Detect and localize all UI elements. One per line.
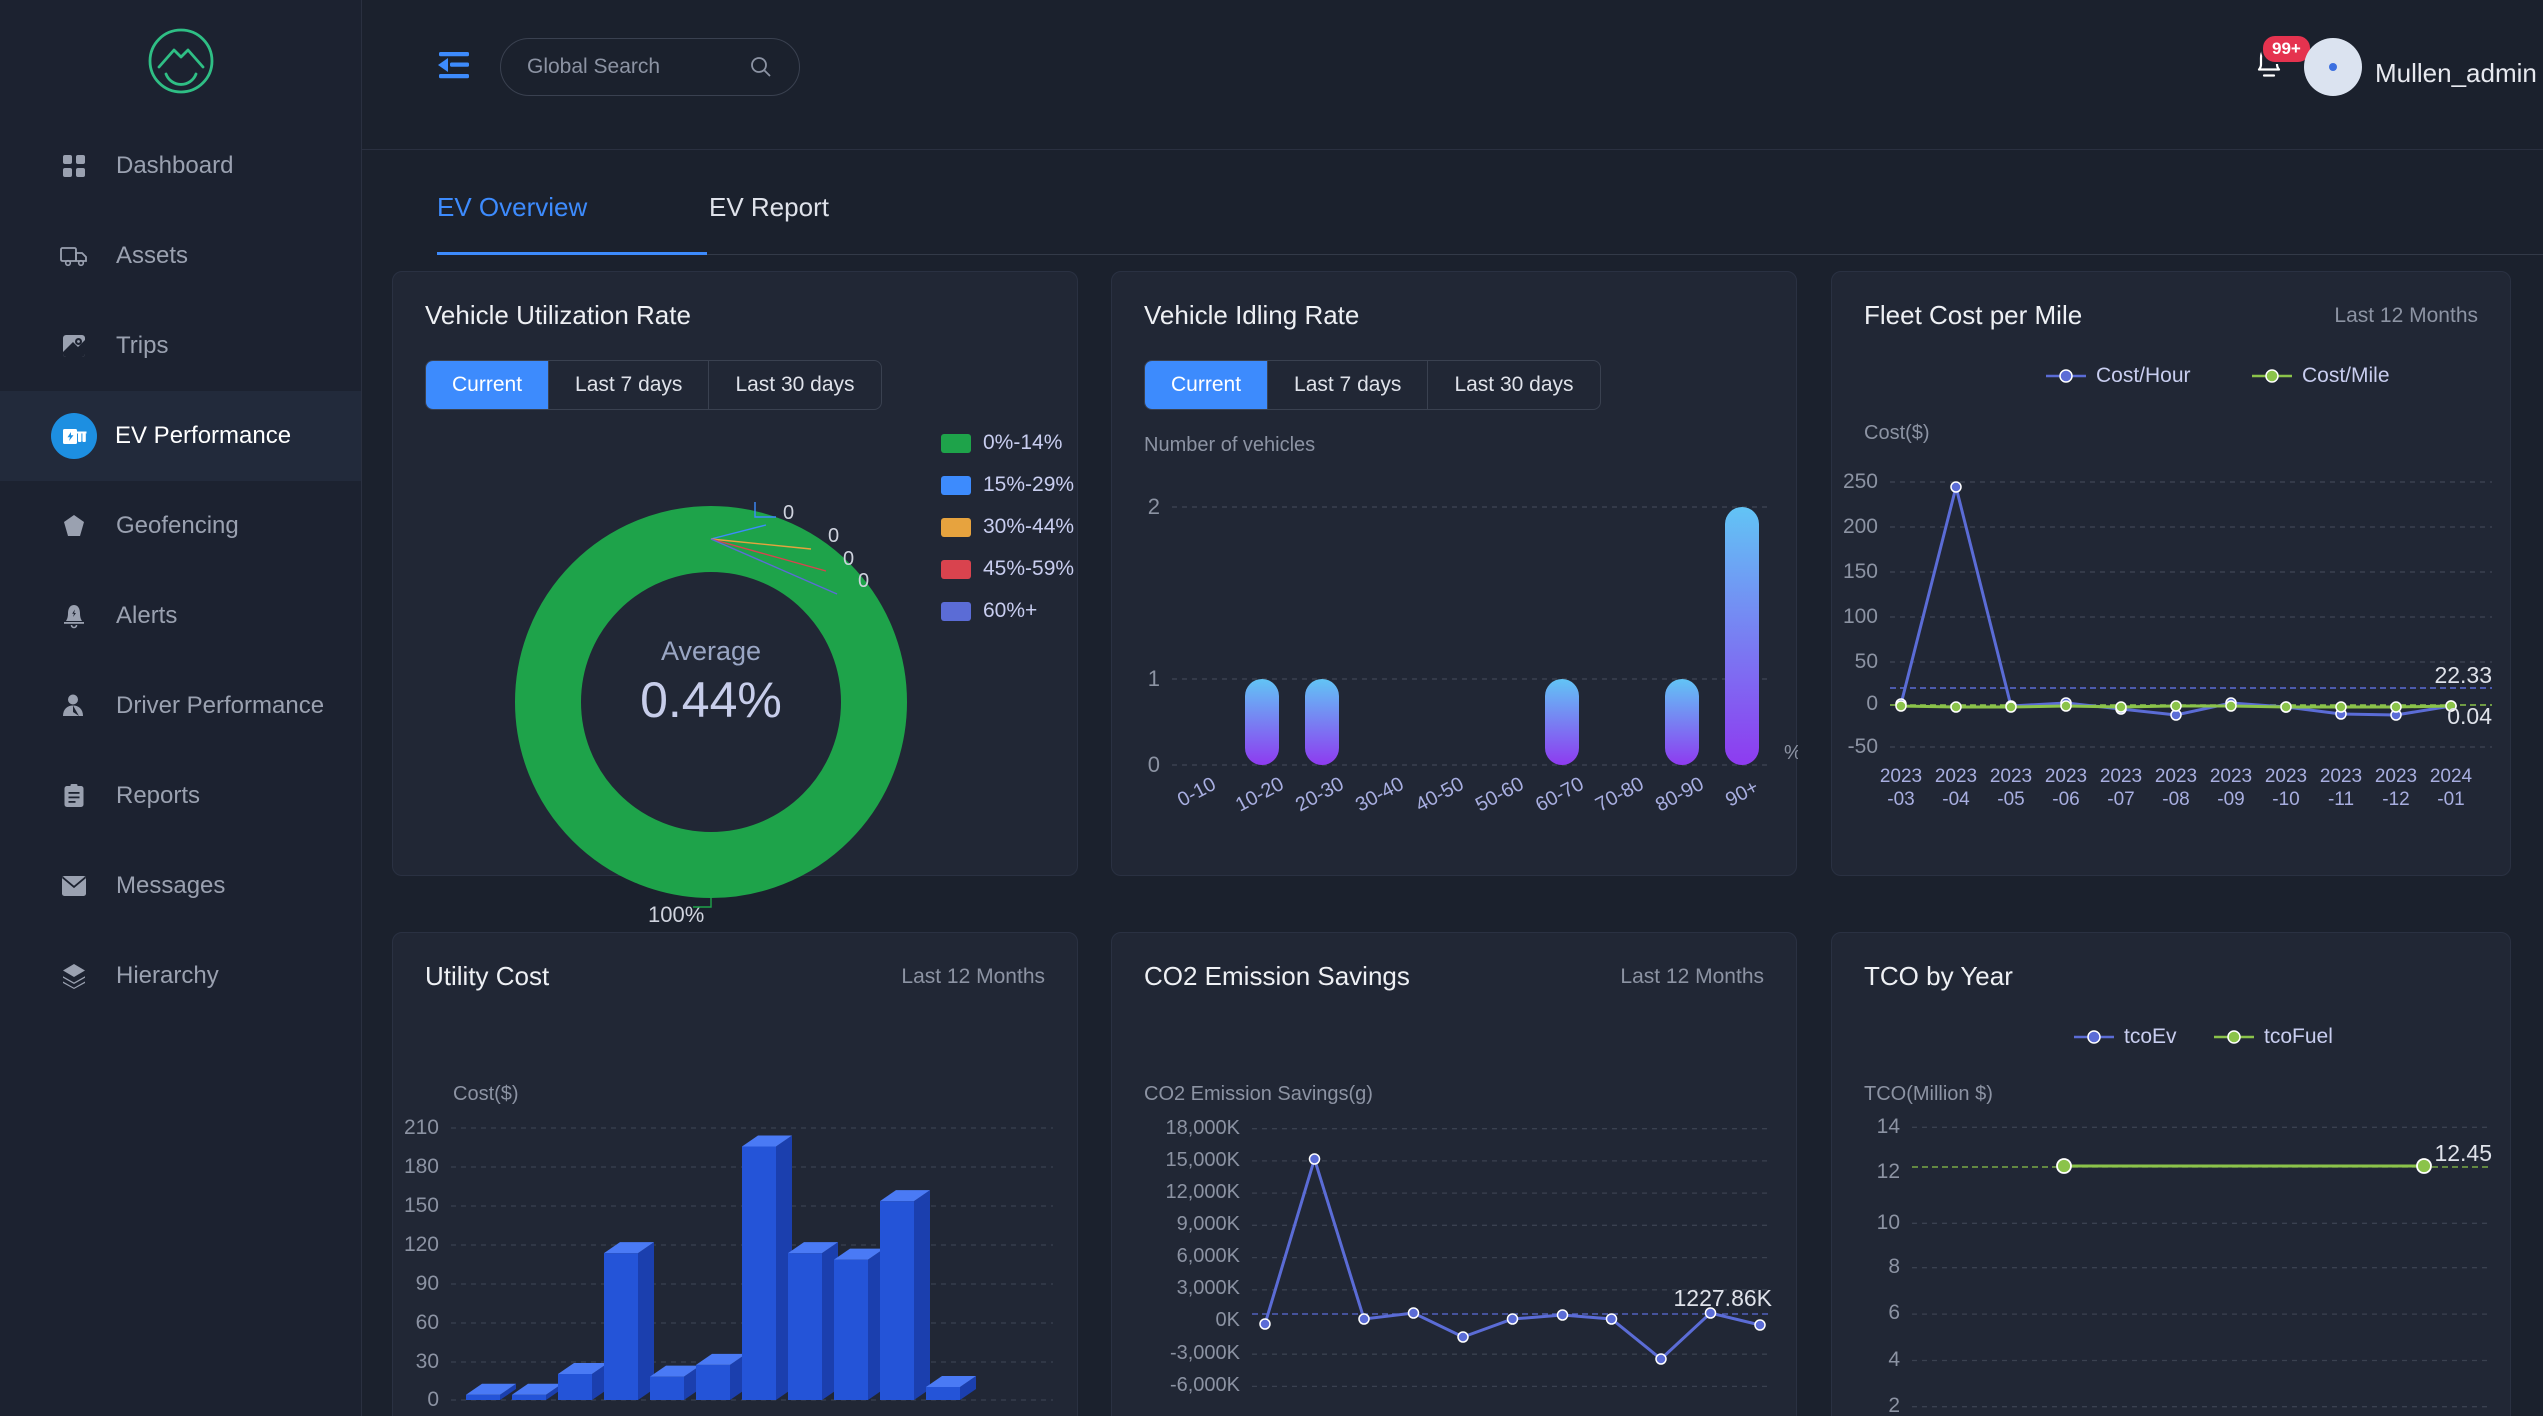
svg-text:0: 0 xyxy=(1148,752,1160,777)
svg-text:1: 1 xyxy=(1148,666,1160,691)
svg-text:0: 0 xyxy=(783,502,794,524)
svg-text:12: 12 xyxy=(1877,1160,1900,1183)
svg-text:-01: -01 xyxy=(2437,789,2464,810)
svg-text:12,000K: 12,000K xyxy=(1165,1181,1240,1203)
svg-text:0: 0 xyxy=(427,1388,439,1411)
svg-text:150: 150 xyxy=(1843,560,1878,583)
svg-text:90: 90 xyxy=(416,1272,439,1295)
svg-text:40-50: 40-50 xyxy=(1412,773,1467,816)
svg-text:2023: 2023 xyxy=(2155,766,2197,787)
svg-text:80-90: 80-90 xyxy=(1652,773,1707,816)
svg-text:100%: 100% xyxy=(648,902,704,922)
svg-text:-3,000K: -3,000K xyxy=(1170,1342,1241,1364)
svg-text:Average: Average xyxy=(661,636,761,666)
svg-text:-06: -06 xyxy=(2052,789,2079,810)
svg-text:2023: 2023 xyxy=(2210,766,2252,787)
svg-text:2023: 2023 xyxy=(2100,766,2142,787)
svg-text:2023: 2023 xyxy=(2045,766,2087,787)
svg-text:200: 200 xyxy=(1843,515,1878,538)
svg-text:4: 4 xyxy=(1888,1348,1900,1371)
svg-text:0.44%: 0.44% xyxy=(640,672,782,728)
svg-text:30: 30 xyxy=(416,1350,439,1373)
svg-text:50-60: 50-60 xyxy=(1472,773,1527,816)
svg-text:0: 0 xyxy=(1866,692,1878,715)
svg-text:0: 0 xyxy=(858,570,869,592)
svg-text:2023: 2023 xyxy=(2265,766,2307,787)
svg-text:210: 210 xyxy=(404,1116,439,1139)
svg-text:150: 150 xyxy=(404,1194,439,1217)
svg-text:180: 180 xyxy=(404,1155,439,1178)
svg-text:8: 8 xyxy=(1888,1255,1900,1278)
svg-text:-6,000K: -6,000K xyxy=(1170,1374,1241,1396)
svg-text:60: 60 xyxy=(416,1311,439,1334)
svg-text:9,000K: 9,000K xyxy=(1177,1213,1241,1235)
svg-text:18,000K: 18,000K xyxy=(1165,1118,1240,1139)
svg-text:100: 100 xyxy=(1843,605,1878,628)
svg-text:-09: -09 xyxy=(2217,789,2244,810)
svg-text:70-80: 70-80 xyxy=(1592,773,1647,816)
svg-text:1227.86K: 1227.86K xyxy=(1674,1285,1773,1311)
svg-text:3,000K: 3,000K xyxy=(1177,1277,1241,1299)
svg-text:90+: 90+ xyxy=(1722,776,1762,811)
svg-text:60-70: 60-70 xyxy=(1532,773,1587,816)
svg-text:15,000K: 15,000K xyxy=(1165,1149,1240,1171)
svg-text:10-20: 10-20 xyxy=(1232,773,1287,816)
svg-text:%: % xyxy=(1784,742,1798,764)
svg-text:-11: -11 xyxy=(2328,789,2354,810)
svg-text:0K: 0K xyxy=(1216,1309,1241,1331)
svg-text:12.45: 12.45 xyxy=(2434,1140,2492,1166)
svg-text:-04: -04 xyxy=(1942,789,1970,810)
svg-text:30-40: 30-40 xyxy=(1352,773,1407,816)
svg-text:2023: 2023 xyxy=(1990,766,2032,787)
svg-text:2: 2 xyxy=(1148,494,1160,519)
svg-text:6,000K: 6,000K xyxy=(1177,1245,1241,1267)
svg-text:-12: -12 xyxy=(2382,789,2409,810)
svg-text:20-30: 20-30 xyxy=(1292,773,1347,816)
svg-text:10: 10 xyxy=(1877,1211,1900,1234)
svg-text:120: 120 xyxy=(404,1233,439,1256)
svg-text:6: 6 xyxy=(1888,1301,1900,1324)
svg-text:-03: -03 xyxy=(1887,789,1914,810)
svg-text:2023: 2023 xyxy=(2375,766,2417,787)
svg-text:-07: -07 xyxy=(2107,789,2134,810)
svg-text:0: 0 xyxy=(843,548,854,570)
svg-text:-10: -10 xyxy=(2272,789,2299,810)
svg-text:0.04: 0.04 xyxy=(2447,703,2492,729)
svg-text:0-10: 0-10 xyxy=(1174,773,1220,811)
svg-text:2023: 2023 xyxy=(1935,766,1977,787)
svg-text:250: 250 xyxy=(1843,470,1878,493)
svg-text:-08: -08 xyxy=(2162,789,2189,810)
svg-text:2024: 2024 xyxy=(2430,766,2473,787)
svg-text:0: 0 xyxy=(828,525,839,547)
svg-text:2: 2 xyxy=(1888,1394,1900,1416)
svg-text:-05: -05 xyxy=(1997,789,2024,810)
svg-text:22.33: 22.33 xyxy=(2434,662,2492,688)
svg-text:14: 14 xyxy=(1877,1118,1901,1138)
svg-text:2023: 2023 xyxy=(2320,766,2362,787)
svg-text:50: 50 xyxy=(1855,650,1878,673)
svg-text:2023: 2023 xyxy=(1880,766,1922,787)
svg-text:-50: -50 xyxy=(1848,735,1878,758)
